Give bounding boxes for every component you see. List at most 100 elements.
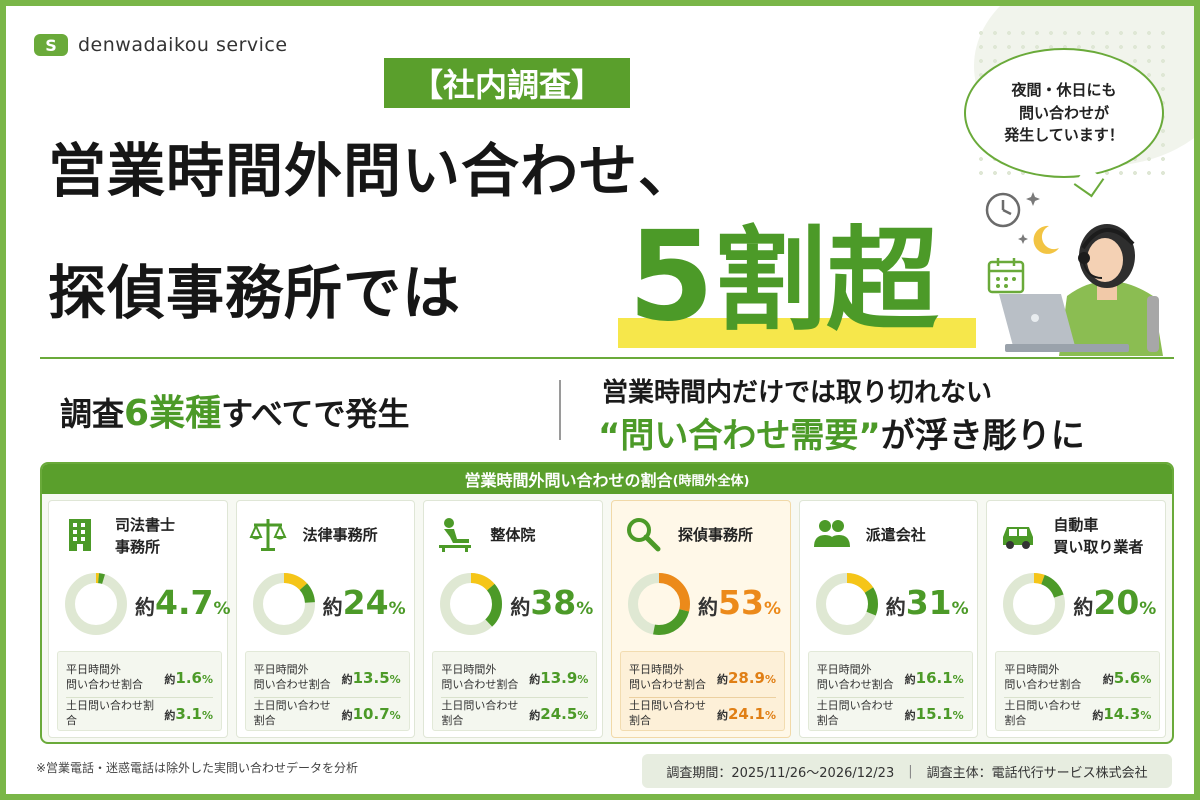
donut-track <box>65 573 127 635</box>
weekday-label: 平日時間外 問い合わせ割合 <box>816 662 894 691</box>
headline-divider <box>40 357 1174 359</box>
percent-unit: % <box>1140 672 1152 686</box>
panel-title-note: (時間外全体) <box>672 473 750 489</box>
weekend-value-wrap: 約10.7% <box>342 705 401 723</box>
donut-segment-weekday <box>440 573 503 635</box>
brand-logo: S denwadaikou service <box>34 34 288 56</box>
weekend-row: 土日問い合わせ割合 約3.1% <box>66 699 213 728</box>
weekday-value: 1.6 <box>175 668 202 687</box>
total-value: 20 <box>1093 583 1140 622</box>
weekend-label: 土日問い合わせ割合 <box>1004 699 1082 727</box>
percent-unit: % <box>763 599 781 619</box>
bubble-line3: 発生しています！ <box>1004 126 1124 145</box>
weekend-value-wrap: 約14.3% <box>1092 705 1151 723</box>
panel-title: 営業時間外問い合わせの割合 <box>464 471 673 490</box>
total-value: 53 <box>718 583 764 622</box>
card-title: 法律事務所 <box>302 526 378 544</box>
weekend-label: 土日問い合わせ割合 <box>441 699 519 727</box>
weekday-label: 平日時間外 問い合わせ割合 <box>66 662 143 691</box>
percent-unit: % <box>952 709 964 722</box>
footnote: ※営業電話・迷惑電話は除外した実問い合わせデータを分析 <box>36 761 359 775</box>
total-percentage: 約53% <box>698 583 781 622</box>
percent-unit: % <box>388 599 406 619</box>
approx-label: 約 <box>698 595 719 619</box>
headline-big-number: 5割超 <box>618 212 978 348</box>
industry-card: 派遣会社 約31% 平日時間外 問い合わせ割合 約16.1% 土日問い合わせ割合 約15.… <box>798 500 979 738</box>
weekend-value-wrap: 約3.1% <box>164 705 213 723</box>
weekday-value: 28.9 <box>727 668 765 687</box>
weekend-label: 土日問い合わせ割合 <box>629 699 707 727</box>
total-percentage: 約4.7% <box>135 583 231 622</box>
industry-card: 探偵事務所 約53% 平日時間外 問い合わせ割合 約28.9% 土日問い合わせ割合 約24… <box>611 500 791 738</box>
breakdown-box: 平日時間外 問い合わせ割合 約1.6% 土日問い合わせ割合 約3.1% <box>57 651 222 731</box>
big-number-text: 5割超 <box>628 212 938 346</box>
total-percentage: 約20% <box>1073 583 1156 622</box>
industry-card: 司法書士 事務所 約4.7% 平日時間外 問い合わせ割合 約1.6% 土日問い合わせ割合… <box>48 500 231 738</box>
bubble-line1: 夜間・休日にも <box>1011 81 1117 100</box>
industry-cards: 司法書士 事務所 約4.7% 平日時間外 問い合わせ割合 約1.6% 土日問い合わせ割合… <box>42 494 1172 742</box>
donut-segment-weekend <box>628 573 691 635</box>
weekend-row: 土日問い合わせ割合 約24.5% <box>441 699 588 728</box>
weekday-label: 平日時間外 問い合わせ割合 <box>441 662 519 691</box>
weekend-value-wrap: 約15.1% <box>905 705 964 723</box>
magnifier-icon <box>627 518 661 552</box>
weekend-value-wrap: 約24.5% <box>529 705 588 723</box>
percent-unit: % <box>201 709 213 722</box>
percent-unit: % <box>1139 599 1157 619</box>
total-value: 31 <box>905 583 952 622</box>
headline-line1: 営業時間外問い合わせ、 <box>48 137 698 205</box>
highlight-underline <box>618 318 976 348</box>
weekday-value-wrap: 約5.6% <box>1103 669 1152 687</box>
weekday-value: 13.5 <box>352 668 390 687</box>
industry-card: 整体院 約38% 平日時間外 問い合わせ割合 約13.9% 土日問い合わせ割合 約24.5… <box>423 500 604 738</box>
big-number-value: 5 <box>628 205 715 349</box>
breakdown-box: 平日時間外 問い合わせ割合 約13.9% 土日問い合わせ割合 約24.5% <box>432 651 598 731</box>
subbanner-right-line2: “問い合わせ需要”が浮き彫りに <box>598 408 1085 457</box>
donut-segment-weekday <box>628 573 691 635</box>
approx-label: 約 <box>1102 672 1114 686</box>
weekend-row: 土日問い合わせ割合 約10.7% <box>254 699 401 728</box>
approx-label: 約 <box>716 709 728 722</box>
breakdown-box: 平日時間外 問い合わせ割合 約28.9% 土日問い合わせ割合 約24.1% <box>620 651 786 731</box>
approx-label: 約 <box>135 595 155 619</box>
operator-illustration <box>985 192 1163 356</box>
breakdown-box: 平日時間外 問い合わせ割合 約13.5% 土日問い合わせ割合 約10.7% <box>244 651 410 731</box>
weekend-value: 24.5 <box>540 705 578 723</box>
weekday-value: 5.6 <box>1113 668 1141 687</box>
approx-label: 約 <box>904 709 916 722</box>
calendar-icon <box>987 258 1025 294</box>
donut-chart <box>252 573 315 635</box>
weekday-value-wrap: 約13.9% <box>529 669 588 687</box>
star-icon <box>1018 192 1040 244</box>
industry-card: 自動車 買い取り業者 約20% 平日時間外 問い合わせ割合 約5.6% 土日問い合わせ割… <box>986 500 1167 738</box>
weekend-row: 土日問い合わせ割合 約15.1% <box>817 699 964 728</box>
approx-label: 約 <box>510 595 531 619</box>
approx-label: 約 <box>322 595 343 619</box>
donut-segment-weekday <box>815 573 878 635</box>
weekday-row: 平日時間外 問い合わせ割合 約1.6% <box>66 658 213 698</box>
weekend-value: 24.1 <box>727 705 765 723</box>
donut-chart <box>628 573 691 635</box>
weekday-row: 平日時間外 問い合わせ割合 約16.1% <box>816 658 964 698</box>
people-icon <box>813 520 850 547</box>
percent-unit: % <box>213 599 231 619</box>
survey-period: 調査期間：2025/11/26～2026/12/23 <box>666 765 895 781</box>
weekend-value: 10.7 <box>352 705 390 723</box>
subbanner-left: 調査6業種すべてで発生 <box>60 384 410 436</box>
total-percentage: 約38% <box>510 583 593 622</box>
approx-label: 約 <box>164 672 176 686</box>
industry-panel: 営業時間外問い合わせの割合 (時間外全体) 司法書士 事務所 約4.7% 平日時間外 … <box>40 462 1174 744</box>
weekday-value-wrap: 約1.6% <box>164 669 213 687</box>
card-title: 自動車 買い取り業者 <box>1053 516 1144 556</box>
weekend-label: 土日問い合わせ割合 <box>66 699 154 727</box>
donut-chart <box>1003 573 1066 635</box>
car-icon <box>1003 527 1034 549</box>
weekday-row: 平日時間外 問い合わせ割合 約28.9% <box>629 658 777 698</box>
approx-label: 約 <box>1092 709 1104 722</box>
brand-name: denwadaikou service <box>78 34 288 56</box>
weekday-label: 平日時間外 問い合わせ割合 <box>629 662 707 691</box>
donut-segment-weekend <box>815 573 878 635</box>
percent-unit: % <box>764 672 777 686</box>
survey-info: 調査期間：2025/11/26～2026/12/23 | 調査主体：電話代行サー… <box>642 754 1172 788</box>
subbanner-right-accent: “問い合わせ需要” <box>598 416 881 456</box>
